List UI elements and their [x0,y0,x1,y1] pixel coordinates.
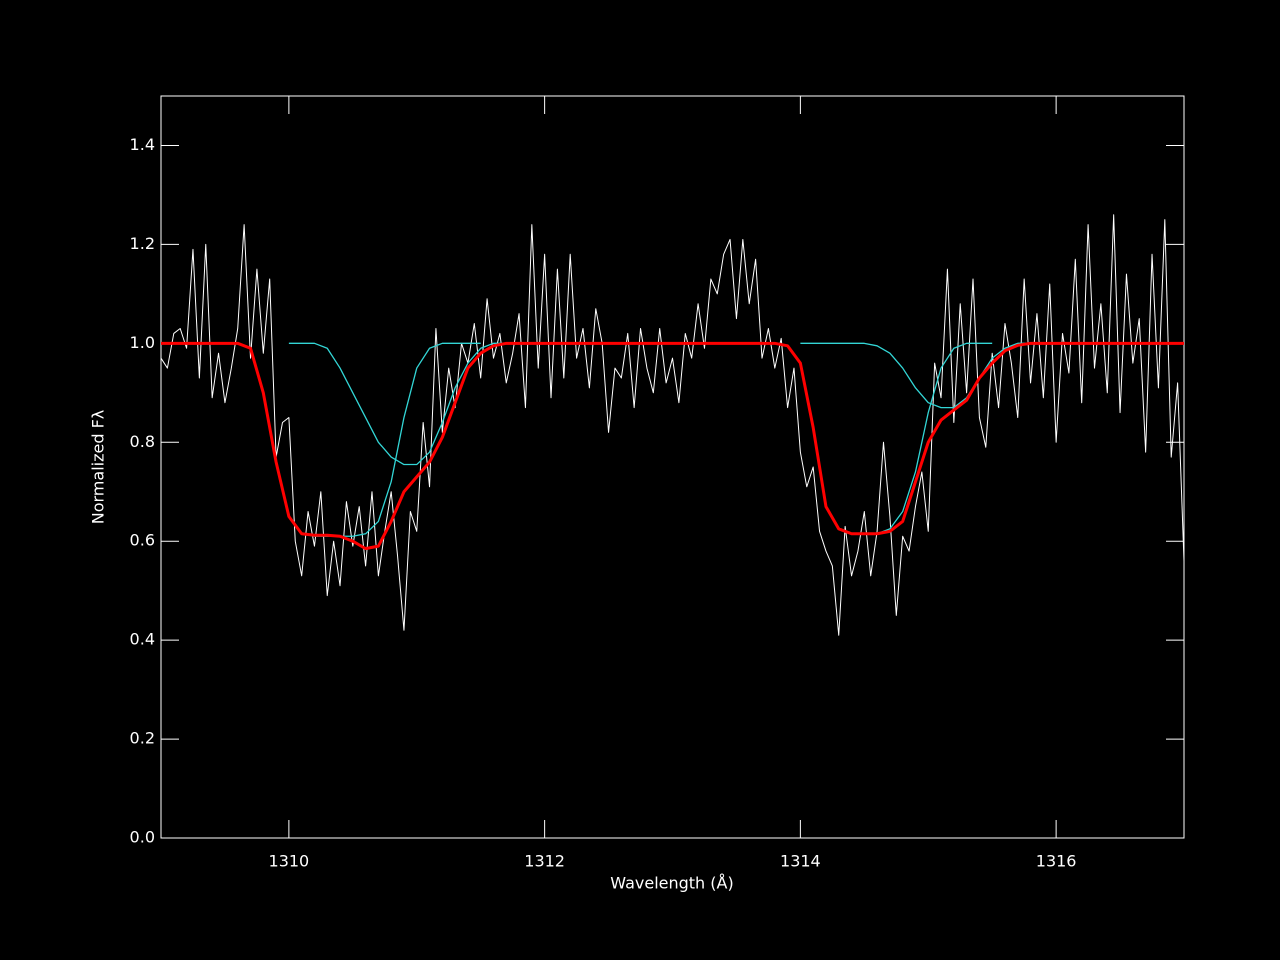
x-tick-label: 1310 [269,852,310,871]
y-tick-label: 0.2 [130,729,155,748]
data-line [736,342,993,535]
x-tick-label: 1314 [780,852,821,871]
y-tick-label: 1.4 [130,135,155,154]
y-tick-label: 0.8 [130,432,155,451]
y-tick-label: 0.4 [130,630,155,649]
y-tick-label: 0.6 [130,531,155,550]
x-axis-label: Wavelength (Å) [610,874,733,893]
data-line [800,342,1057,409]
y-axis-label: Normalized Fλ [89,410,108,525]
x-tick-label: 1312 [524,852,565,871]
plot-frame [160,95,1185,839]
y-tick-label: 1.2 [130,234,155,253]
data-line [288,342,545,466]
x-tick-label: 1316 [1036,852,1077,871]
data-line [160,214,1185,636]
data-line [161,341,1184,551]
y-tick-label: 1.0 [130,333,155,352]
y-tick-label: 0.0 [130,828,155,847]
